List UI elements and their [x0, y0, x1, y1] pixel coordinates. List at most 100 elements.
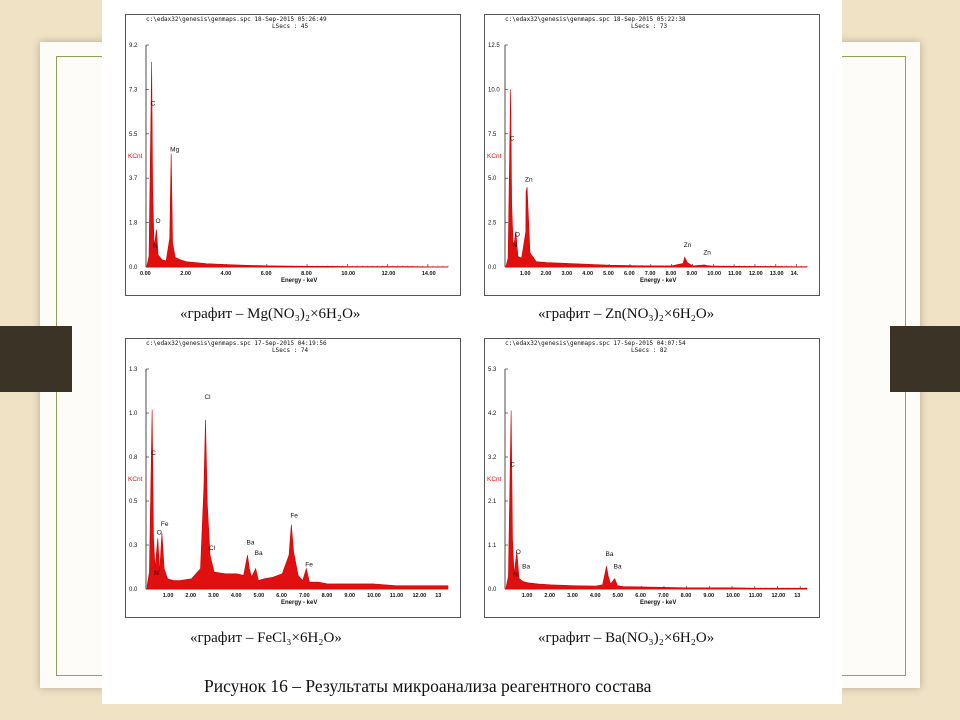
peak-label: Zn [525, 177, 533, 184]
panel-header-lsecs: LSecs : 74 [272, 347, 309, 354]
peak-label: Mg [170, 147, 179, 154]
y-tick-label: 7.3 [129, 87, 138, 93]
peak-label: Ba [522, 563, 530, 570]
x-tick-label: 1.00 [163, 593, 174, 599]
x-axis-label: Energy - keV [281, 600, 317, 606]
x-tick-label: 1.00 [520, 271, 531, 277]
x-tick-label: 7.00 [299, 593, 310, 599]
y-tick-label: 1.8 [129, 221, 138, 227]
y-axis-label: KCnt [487, 153, 502, 160]
y-tick-label: 0.0 [129, 265, 138, 271]
x-tick-label: 7.00 [658, 593, 669, 599]
peak-label: Ba [246, 540, 254, 547]
spectrum-panel-zn: c:\edax32\genesis\genmaps.spc 18-Sep-201… [484, 14, 820, 296]
y-tick-label: 5.0 [488, 176, 497, 182]
x-tick-label: 4.00 [582, 271, 593, 277]
panel-header-file: c:\edax32\genesis\genmaps.spc 17-Sep-201… [146, 340, 327, 347]
caption-zn: «графит – Zn(NO₃)₂×6H₂O» [538, 306, 715, 322]
peak-label: N [512, 242, 517, 249]
y-tick-label: 0.8 [129, 455, 138, 461]
peak-label: Zn [703, 249, 711, 256]
x-tick-label: 12.00 [749, 271, 763, 277]
x-tick-label: 8.00 [681, 593, 692, 599]
spectrum-plot: 9.2 7.3 5.5 3.7 1.8 0.0 KCnt 0.00 2.00 4.00 6.00 8.… [128, 43, 449, 284]
x-tick-label: 10.00 [341, 271, 355, 277]
y-tick-label: 10.0 [488, 87, 500, 93]
y-tick-label: 7.5 [488, 132, 497, 138]
spectrum-series [146, 61, 449, 268]
spectrum-panel-fe: c:\edax32\genesis\genmaps.spc 17-Sep-201… [125, 338, 461, 618]
y-tick-label: 0.0 [488, 587, 497, 593]
panel-header-lsecs: LSecs : 45 [272, 23, 309, 30]
peak-label: Ba [614, 563, 622, 570]
figure-caption: Рисунок 16 – Результаты микроанализа реа… [204, 676, 652, 696]
spectrum-plot: 12.5 10.0 7.5 5.0 2.5 0.0 KCnt 1.00 2.00 3.00 4.00… [487, 43, 808, 284]
right-decor-tab [890, 326, 960, 392]
x-tick-label: 2.00 [544, 593, 555, 599]
peak-label: Fe [290, 513, 298, 520]
peak-label: C [510, 136, 515, 143]
spectrum-plot: 1.3 1.0 0.8 0.5 0.3 0.0 KCnt 1.00 2.00 3.00 4.00 5.… [128, 367, 449, 606]
panel-header-file: c:\edax32\genesis\genmaps.spc 18-Sep-201… [146, 16, 327, 23]
x-tick-label: 3.00 [208, 593, 219, 599]
x-tick-label: 6.00 [261, 271, 272, 277]
y-tick-label: 0.3 [129, 543, 138, 549]
y-tick-label: 3.7 [129, 176, 138, 182]
x-tick-label: 10.00 [367, 593, 381, 599]
x-tick-label: 5.00 [254, 593, 265, 599]
x-axis-label: Energy - keV [640, 278, 676, 284]
x-tick-label: 13 [794, 593, 800, 599]
x-tick-label: 4.00 [231, 593, 242, 599]
peak-label: Ba [255, 550, 263, 557]
spectrum-panel-ba: c:\edax32\genesis\genmaps.spc 17-Sep-201… [484, 338, 820, 618]
panel-header-file: c:\edax32\genesis\genmaps.spc 17-Sep-201… [505, 340, 686, 347]
spectrum-series [146, 409, 449, 590]
peak-label: O [155, 218, 160, 225]
x-tick-label: 12.00 [771, 593, 785, 599]
x-axis-label: Energy - keV [281, 278, 317, 284]
x-tick-label: 8.00 [666, 271, 677, 277]
x-tick-label: 0.00 [140, 271, 151, 277]
x-tick-label: 10.00 [726, 593, 740, 599]
y-tick-label: 1.0 [129, 411, 138, 417]
left-decor-tab [0, 326, 72, 392]
x-tick-label: 11.00 [749, 593, 762, 599]
y-tick-label: 5.5 [129, 132, 138, 138]
peak-label: N [513, 572, 518, 579]
x-tick-label: 3.00 [567, 593, 578, 599]
x-tick-label: 9.00 [686, 271, 697, 277]
x-tick-label: 11.00 [728, 271, 741, 277]
x-tick-label: 14. [791, 271, 799, 277]
y-tick-label: 9.2 [129, 43, 138, 49]
y-tick-label: 4.2 [488, 411, 497, 417]
panel-header-lsecs: LSecs : 82 [631, 347, 668, 354]
peak-label: Zn [684, 242, 692, 249]
y-tick-label: 0.5 [129, 499, 138, 505]
y-tick-label: 2.5 [488, 221, 497, 227]
x-tick-label: 8.00 [322, 593, 333, 599]
x-tick-label: 12.00 [382, 271, 396, 277]
x-tick-label: 1.00 [522, 593, 533, 599]
x-tick-label: 3.00 [561, 271, 572, 277]
peak-label: C [151, 450, 156, 457]
x-tick-label: 8.00 [301, 271, 312, 277]
spectrum-panel-mg: c:\edax32\genesis\genmaps.spc 18-Sep-201… [125, 14, 461, 296]
caption-ba: «графит – Ba(NO₃)₂×6H₂O» [538, 630, 715, 646]
x-tick-label: 2.00 [180, 271, 191, 277]
x-tick-label: 5.00 [603, 271, 614, 277]
x-tick-label: 9.00 [344, 593, 355, 599]
x-tick-label: 13 [435, 593, 441, 599]
x-tick-label: 10.00 [707, 271, 721, 277]
x-tick-label: 7.00 [645, 271, 656, 277]
peak-label: O [515, 232, 520, 239]
x-tick-label: 13.00 [770, 271, 784, 277]
peak-label: C [151, 101, 156, 108]
x-tick-label: 4.00 [590, 593, 601, 599]
peak-label: Cl [209, 545, 216, 552]
x-axis-label: Energy - keV [640, 600, 676, 606]
y-axis-label: KCnt [487, 476, 502, 483]
x-tick-label: 2.00 [185, 593, 196, 599]
y-axis-label: KCnt [128, 153, 143, 160]
y-tick-label: 3.2 [488, 455, 497, 461]
peak-label: O [157, 530, 162, 537]
